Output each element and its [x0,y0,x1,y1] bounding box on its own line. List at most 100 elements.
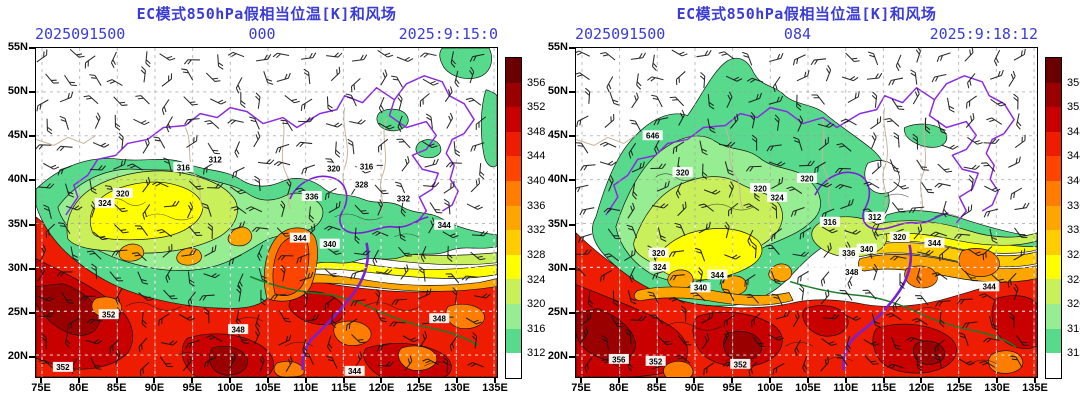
contour-label: 340 [323,240,337,249]
contour-label: 324 [653,263,667,272]
colorbar-tick-label: 320 [1067,298,1080,311]
lon-tick-mark [617,378,620,383]
contour-label-chip [730,358,751,369]
colorbar-tick-label: 312 [527,347,546,360]
lon-tick-label: 130E [444,382,470,394]
contour-label: 316 [823,218,837,227]
lon-tick-label: 115E [871,382,897,394]
contour-label: 344 [293,234,307,243]
lon-tick-mark [655,378,658,383]
lon-tick-mark [769,378,772,383]
lon-tick-label: 130E [984,382,1010,394]
panel-title: EC模式850hPa假相当位温[K]和风场 [676,5,937,23]
contour-label-chip [648,247,669,258]
lon-tick-mark [304,378,307,383]
lon-tick-label: 100E [217,382,243,394]
run-time: 2025091500 [575,25,666,43]
contour-label: 312 [209,156,223,165]
map-area: 646 320 320 324 320 320 324 340 344 336 340 320 344 3… [575,47,1038,378]
colorbar-segment [506,230,521,255]
lat-tick-mark [29,91,35,94]
lat-tick-label: 50N [547,85,568,98]
lon-tick-mark [958,378,961,383]
contour-label: 344 [928,239,942,248]
lat-tick-mark [569,355,575,358]
contour-label: 352 [649,357,663,366]
lon-tick-mark [731,378,734,383]
colorbar-tick-label: 344 [1067,150,1080,163]
contour-label-chip [289,232,310,243]
lat-tick-label: 55N [7,41,28,53]
colorbar-segment [1046,279,1061,305]
lon-tick-label: 80E [609,382,629,394]
contour-label-chip [173,162,194,173]
contour-label-chip [838,247,859,258]
lat-tick-label: 20N [547,349,568,362]
boundary-and-river-lines [576,75,1017,371]
china-border-line [605,87,980,224]
contour-label-chip [434,219,455,230]
lat-tick-mark [569,267,575,270]
grid-lines [36,48,497,377]
lat-tick-label: 40N [7,173,28,186]
lat-tick-mark [569,91,575,94]
forecast-panel-084: EC模式850hPa假相当位温[K]和风场 2025091500 084 202… [540,0,1080,408]
lat-tick-mark [29,311,35,314]
contour-label-chip [351,179,372,189]
contour-label-chip [819,216,840,227]
contour-label-chip [608,353,629,364]
lat-tick-mark [569,135,575,138]
contour-label-chip [94,197,115,208]
contour-label: 324 [770,193,784,202]
contour-label-chip [228,324,249,335]
northeast-border-line [933,75,1015,212]
contour-label: 352 [734,360,748,369]
lon-tick-label: 125E [946,382,973,394]
contour-label: 348 [433,315,447,324]
colorbar-segment [1046,304,1061,329]
lon-tick-label: 90E [144,382,165,394]
lon-tick-label: 85E [106,382,127,394]
contour-label-chip [323,163,344,174]
south-river-line [842,244,913,371]
colorbar [505,57,522,379]
colorbar-tick-label: 356 [527,76,546,89]
run-row: 2025091500 000 2025:9:15:0 [35,25,498,43]
contour-label: 328 [355,180,369,189]
contour-label-chip [112,187,133,198]
lat-tick-label: 25N [7,305,28,318]
contour-label: 646 [646,132,660,141]
lon-tick-label: 75E [31,382,51,394]
lon-tick-mark [882,378,885,383]
lon-tick-label: 90E [684,382,705,394]
lon-tick-mark [266,378,269,383]
colorbar-segment [1046,254,1061,280]
contour-label: 344 [438,221,452,230]
contour-label: 344 [348,367,362,376]
lon-tick-mark [342,378,345,383]
contour-label: 344 [983,283,997,292]
colorbar-segment [506,353,521,378]
colorbar-tick-label: 352 [1067,101,1080,114]
colorbar-segment [506,254,521,280]
contour-label-chip [52,361,73,372]
lon-tick-label: 125E [406,382,433,394]
lon-tick-mark [418,378,421,383]
colorbar-tick-label: 340 [527,175,546,188]
lat-tick-mark [29,47,35,49]
contour-label-chip [690,282,711,293]
china-border-line [65,87,440,224]
colorbar-tick-label: 336 [527,199,546,212]
lon-tick-label: 95E [182,382,203,394]
colorbar-tick-label: 312 [1067,347,1080,360]
lat-tick-label: 35N [7,217,28,230]
contour-label: 320 [327,164,341,173]
contour-label-chip [429,313,450,324]
colorbar-tick-label: 348 [1067,125,1080,138]
lon-tick-label: 80E [69,382,89,394]
colorbar-segment [1046,353,1061,378]
colorbar-segment [1046,82,1061,108]
contour-label: 316 [360,162,374,171]
contour-label-chip [707,269,728,280]
